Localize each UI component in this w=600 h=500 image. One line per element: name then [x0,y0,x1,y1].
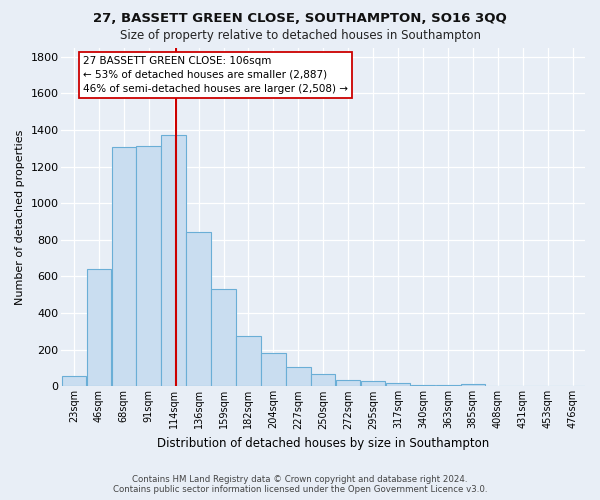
Bar [236,336,260,386]
Text: 27, BASSETT GREEN CLOSE, SOUTHAMPTON, SO16 3QQ: 27, BASSETT GREEN CLOSE, SOUTHAMPTON, SO… [93,12,507,26]
Y-axis label: Number of detached properties: Number of detached properties [15,130,25,304]
Text: 27 BASSETT GREEN CLOSE: 106sqm
← 53% of detached houses are smaller (2,887)
46% : 27 BASSETT GREEN CLOSE: 106sqm ← 53% of … [83,56,348,94]
Bar [386,383,410,386]
Text: Size of property relative to detached houses in Southampton: Size of property relative to detached ho… [119,29,481,42]
Bar [112,148,136,386]
Bar [436,384,460,386]
Bar [62,376,86,386]
Bar [361,380,385,386]
Bar [336,380,361,386]
Text: Contains public sector information licensed under the Open Government Licence v3: Contains public sector information licen… [113,485,487,494]
Bar [211,290,236,386]
Bar [286,367,311,386]
Text: Contains HM Land Registry data © Crown copyright and database right 2024.: Contains HM Land Registry data © Crown c… [132,475,468,484]
Bar [136,146,161,386]
Bar [86,269,111,386]
Bar [161,134,186,386]
Bar [187,232,211,386]
Bar [311,374,335,386]
Bar [261,352,286,386]
Bar [461,384,485,386]
Bar [411,385,435,386]
X-axis label: Distribution of detached houses by size in Southampton: Distribution of detached houses by size … [157,437,490,450]
